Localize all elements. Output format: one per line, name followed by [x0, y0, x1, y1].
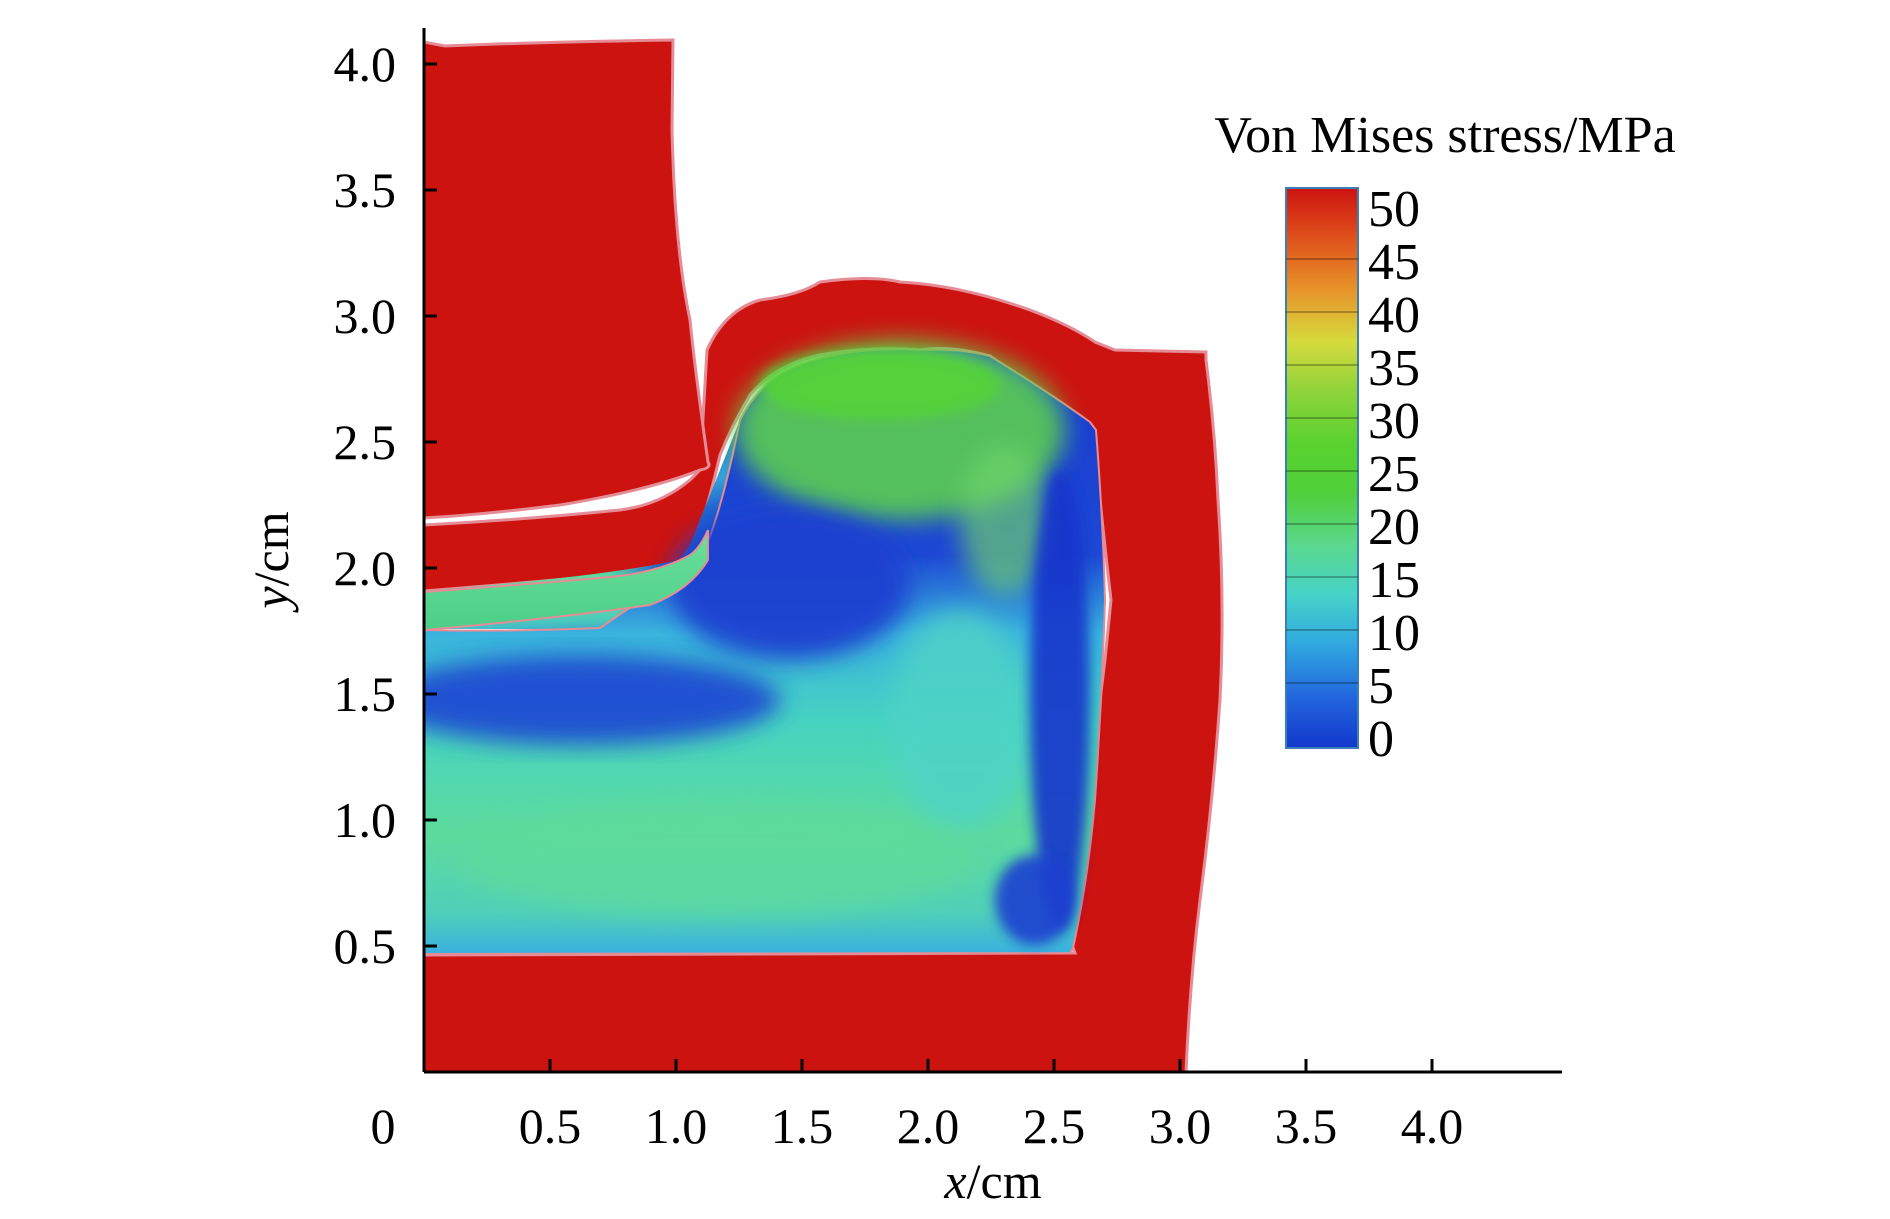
y-axis-label-var: y [243, 586, 299, 614]
y-tick-label: 1.5 [334, 666, 397, 722]
colorbar-scale [1285, 187, 1359, 749]
y-tick-label: 2.0 [334, 540, 397, 596]
y-tick-label: 0.5 [334, 918, 397, 974]
colorbar-tick-label: 30 [1368, 393, 1420, 450]
x-tick-label: 3.5 [1275, 1098, 1338, 1154]
punch-region [424, 38, 711, 520]
colorbar-tick-label: 40 [1368, 287, 1420, 344]
x-tick-label: 1.0 [645, 1098, 708, 1154]
y-tick-label: 1.0 [334, 792, 397, 848]
x-tick-label: 2.5 [1023, 1098, 1086, 1154]
x-tick-label: 3.0 [1149, 1098, 1212, 1154]
x-tick-label: 4.0 [1401, 1098, 1464, 1154]
axes [422, 28, 1562, 1074]
colorbar [1285, 187, 1359, 749]
colorbar-tick-label: 45 [1368, 234, 1420, 291]
y-tick-label: 2.5 [334, 414, 397, 470]
colorbar-tick-label: 0 [1368, 711, 1394, 768]
y-ticks: 0.5 1.0 1.5 2.0 2.5 3.0 3.5 4.0 [334, 36, 437, 974]
x-tick-label: 0.5 [519, 1098, 582, 1154]
stress-contour-plot [424, 38, 1224, 1072]
y-tick-label: 4.0 [334, 36, 397, 92]
y-tick-label: 3.5 [334, 162, 397, 218]
x-origin-label: 0 [371, 1098, 396, 1154]
colorbar-tick-label: 25 [1368, 446, 1420, 503]
colorbar-tick-label: 10 [1368, 605, 1420, 662]
workpiece-band [424, 529, 709, 632]
colorbar-tick-label: 20 [1368, 499, 1420, 556]
x-axis-label: x/cm [943, 1153, 1041, 1209]
colorbar-tick-label: 50 [1368, 181, 1420, 238]
x-tick-label: 1.5 [771, 1098, 834, 1154]
x-ticks: 0.5 1.0 1.5 2.0 2.5 3.0 3.5 4.0 [519, 1059, 1464, 1154]
y-tick-label: 3.0 [334, 288, 397, 344]
x-axis-label-unit: /cm [967, 1153, 1042, 1209]
y-axis-label-unit: /cm [243, 511, 299, 586]
x-axis-label-var: x [943, 1153, 966, 1209]
colorbar-tick-label: 35 [1368, 340, 1420, 397]
y-axis-label: y/cm [243, 511, 299, 613]
colorbar-tick-label: 5 [1368, 658, 1394, 715]
colorbar-title: Von Mises stress/MPa [1214, 107, 1675, 164]
colorbar-tick-label: 15 [1368, 552, 1420, 609]
x-tick-label: 2.0 [897, 1098, 960, 1154]
